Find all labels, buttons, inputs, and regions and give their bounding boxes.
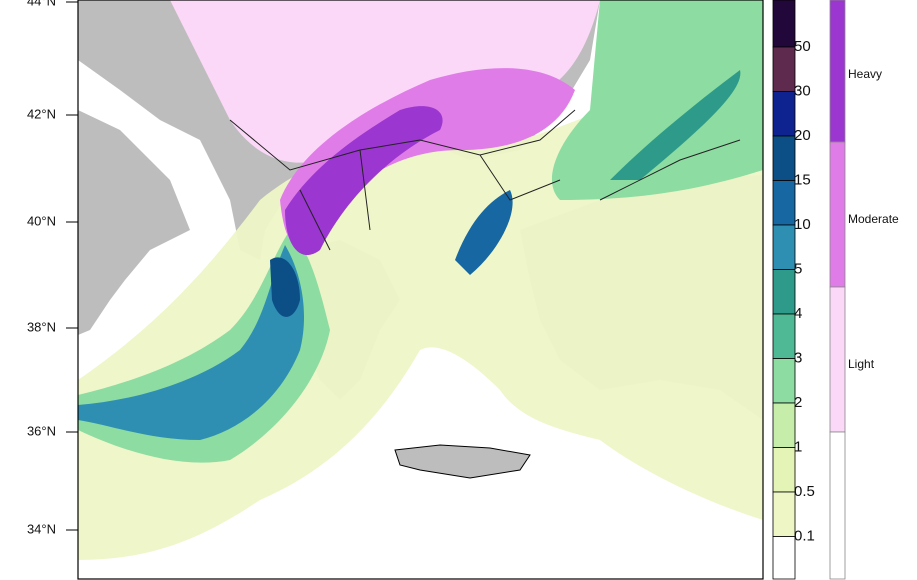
colorbar-label: 30 <box>794 82 811 99</box>
lat-label: 42°N <box>27 106 56 121</box>
colorbar-segment <box>772 358 796 404</box>
colorbar-segment <box>772 135 796 181</box>
snow-segment <box>829 0 846 143</box>
colorbar-segment <box>772 91 796 137</box>
rain-colorbar: 50 30 20 15 10 5 4 3 2 1 0.5 0.1 <box>772 0 815 580</box>
colorbar-label: 2 <box>794 394 802 411</box>
snow-segment <box>829 431 846 580</box>
colorbar-segment <box>772 402 796 448</box>
land-crete <box>394 444 531 479</box>
precip-blacksea <box>610 70 741 180</box>
colorbar-label: 1 <box>794 438 802 455</box>
snow-segment <box>829 141 846 288</box>
precip-heavy-blue <box>270 257 300 317</box>
colorbar-label: 4 <box>794 305 802 322</box>
colorbar-segment <box>772 180 796 226</box>
snow-segment <box>829 286 846 433</box>
colorbar-label: 50 <box>794 38 811 55</box>
snow-label: Moderate <box>848 212 899 226</box>
snow-light <box>170 0 600 163</box>
lat-label: 36°N <box>27 423 56 438</box>
colorbar-label: 10 <box>794 216 811 233</box>
precip-blue <box>78 245 305 440</box>
colorbar-segment <box>772 447 796 493</box>
snow-moderate <box>280 68 575 247</box>
colorbar-label: 3 <box>794 349 802 366</box>
colorbar-segment <box>772 536 796 580</box>
colorbar-label: 0.5 <box>794 483 815 500</box>
colorbar-label: 15 <box>794 171 811 188</box>
colorbar-segment <box>772 313 796 359</box>
colorbar-segment <box>772 0 796 48</box>
snow-label: Light <box>848 357 875 371</box>
map-frame <box>77 0 764 580</box>
snow-legend: Heavy Moderate Light <box>829 0 899 580</box>
colorbar-segment <box>772 224 796 270</box>
lat-label: 34°N <box>27 521 56 536</box>
colorbar-label: 20 <box>794 127 811 144</box>
lat-label: 44°N <box>27 0 56 8</box>
lat-label: 38°N <box>27 319 56 334</box>
colorbar-segment <box>772 46 796 92</box>
latitude-axis: 44°N 42°N 40°N 38°N 36°N 34°N <box>27 0 78 536</box>
colorbar-label: 5 <box>794 260 802 277</box>
colorbar-segment <box>772 491 796 537</box>
colorbar-label: 0.1 <box>794 527 815 544</box>
borders <box>229 109 741 251</box>
lat-label: 40°N <box>27 213 56 228</box>
precip-aegean <box>455 190 513 275</box>
land-italy <box>78 110 190 335</box>
map <box>78 0 763 580</box>
colorbar-segment <box>772 269 796 315</box>
snow-label: Heavy <box>848 67 882 81</box>
